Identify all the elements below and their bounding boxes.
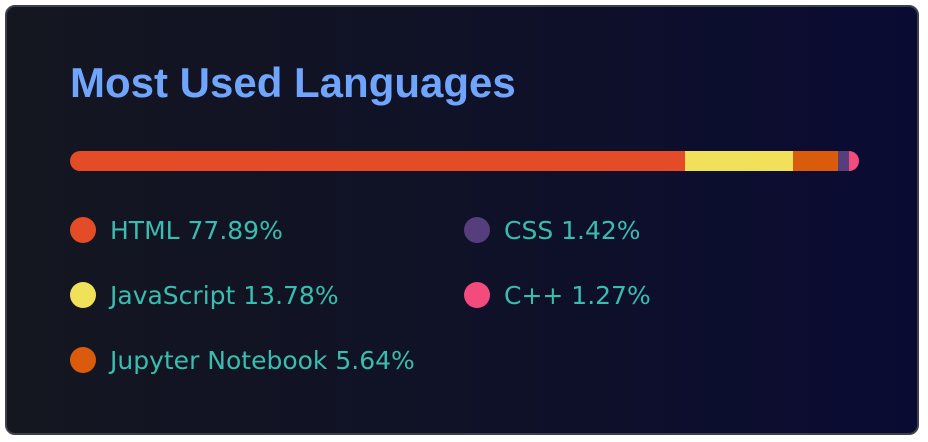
legend-item-css: CSS 1.42% — [464, 205, 641, 255]
legend-label: CSS 1.42% — [504, 215, 641, 245]
languages-card: Most Used Languages HTML 77.89% JavaScrip… — [5, 5, 919, 435]
legend-dot — [464, 217, 490, 243]
bar-segment-html — [70, 151, 685, 171]
legend-label: C++ 1.27% — [504, 280, 651, 310]
bar-segment-jupyter-notebook — [793, 151, 838, 171]
legend-dot — [70, 217, 96, 243]
legend-item-html: HTML 77.89% — [70, 205, 283, 255]
legend-dot — [70, 282, 96, 308]
legend-label: HTML 77.89% — [110, 215, 283, 245]
bar-segment-javascript — [684, 151, 794, 171]
legend-item-jupyter-notebook: Jupyter Notebook 5.64% — [70, 335, 415, 385]
legend-label: JavaScript 13.78% — [110, 280, 339, 310]
legend-label: Jupyter Notebook 5.64% — [110, 345, 415, 375]
legend-item-javascript: JavaScript 13.78% — [70, 270, 339, 320]
legend-dot — [70, 347, 96, 373]
language-legend: HTML 77.89% JavaScript 13.78% Jupyter Note… — [70, 205, 870, 405]
bar-segment-c- — [848, 151, 859, 171]
card-title: Most Used Languages — [70, 59, 516, 106]
language-progress-bar — [70, 151, 859, 171]
legend-dot — [464, 282, 490, 308]
legend-item-c-: C++ 1.27% — [464, 270, 651, 320]
bar-segment-css — [837, 151, 849, 171]
